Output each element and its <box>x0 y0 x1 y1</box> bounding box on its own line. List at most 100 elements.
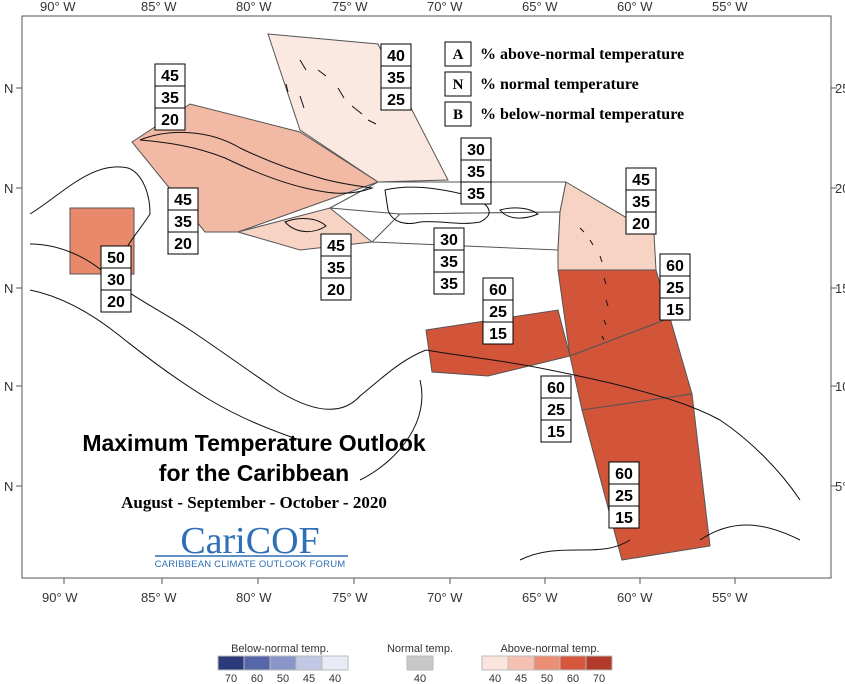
lon-label-top: 80° W <box>236 0 272 14</box>
prob-box-jamaica-label: 45 35 20 <box>320 233 352 301</box>
prob-value-a: 45 <box>632 172 650 189</box>
prob-cell <box>320 277 352 301</box>
prob-value-b: 35 <box>440 276 458 293</box>
region-bahamas <box>267 33 449 183</box>
prob-value-a: 50 <box>107 250 125 267</box>
prob-value-n: 35 <box>440 254 458 271</box>
lon-label-top: 75° W <box>332 0 368 14</box>
lon-label-bottom: 70° W <box>427 590 463 605</box>
legend-below-tick: 60 <box>251 673 263 684</box>
bahamas-islands <box>285 59 377 125</box>
legend-above-tick: 70 <box>593 673 605 684</box>
top-lon-labels: 90° W 85° W 80° W 75° W 70° W 65° W 60° … <box>40 0 748 14</box>
lon-label-bottom: 75° W <box>332 590 368 605</box>
legend-title-normal: Normal temp. <box>387 643 453 655</box>
lon-label-top: 85° W <box>141 0 177 14</box>
lat-label-left: N <box>4 479 13 494</box>
lat-label-left: N <box>4 81 13 96</box>
lesser-antilles-islands <box>579 227 609 341</box>
prob-value-n: 25 <box>489 304 507 321</box>
legend-above-swatch <box>481 655 509 671</box>
prob-value-a: 45 <box>174 192 192 209</box>
cuba-coast <box>139 132 374 194</box>
lat-label-right: 15° <box>835 281 845 296</box>
prob-value-a: 30 <box>440 232 458 249</box>
lat-label-left: N <box>4 281 13 296</box>
legend-below-swatch <box>269 655 297 671</box>
lon-label-top: 55° W <box>712 0 748 14</box>
prob-cell <box>482 321 514 345</box>
prob-value-n: 35 <box>467 164 485 181</box>
prob-box-bahamas: 40 35 25 <box>380 43 412 111</box>
prob-value-a: 40 <box>387 48 405 65</box>
prob-box-cuba: 45 35 20 <box>154 63 186 131</box>
legend-normal-tick: 40 <box>414 673 426 684</box>
prob-value-n: 35 <box>327 260 345 277</box>
legend-normal-swatch <box>406 655 434 671</box>
right-lat-labels: 25° 20° 15° 10° 5° <box>835 81 845 494</box>
legend-below-tick: 50 <box>277 673 289 684</box>
page-subtitle: August - September - October - 2020 <box>121 493 387 512</box>
prob-box-guianas: 60 25 15 <box>608 461 640 529</box>
legend-below-swatch <box>321 655 349 671</box>
lat-label-left: N <box>4 181 13 196</box>
puerto-rico-coast <box>499 207 539 219</box>
prob-value-b: 15 <box>547 424 565 441</box>
prob-value-b: 15 <box>615 510 633 527</box>
prob-box-cayman-jamaica: 45 35 20 <box>167 187 199 255</box>
lon-label-bottom: 85° W <box>141 590 177 605</box>
prob-box-leeward: 45 35 20 <box>625 167 657 235</box>
prob-value-b: 20 <box>161 112 179 129</box>
prob-cell <box>154 107 186 131</box>
caricof-logo: CariCOF CARIBBEAN CLIMATE OUTLOOK FORUM <box>155 520 348 570</box>
left-lat-labels: N N N N N <box>4 81 13 494</box>
prob-value-b: 35 <box>467 186 485 203</box>
lat-label-right: 10° <box>835 379 845 394</box>
prob-box-windward: 60 25 15 <box>659 253 691 321</box>
lon-label-bottom: 65° W <box>522 590 558 605</box>
south-america-interior <box>359 379 801 561</box>
lon-label-bottom: 80° W <box>236 590 272 605</box>
prob-value-b: 20 <box>174 236 192 253</box>
prob-value-n: 35 <box>632 194 650 211</box>
key-text: % above-normal temperature <box>480 46 684 63</box>
prob-value-n: 35 <box>161 90 179 107</box>
lon-label-top: 65° W <box>522 0 558 14</box>
prob-value-n: 25 <box>547 402 565 419</box>
legend-below-swatch <box>243 655 271 671</box>
logo-subtitle: CARIBBEAN CLIMATE OUTLOOK FORUM <box>155 559 346 570</box>
legend-below-tick: 40 <box>329 673 341 684</box>
prob-value-b: 20 <box>632 216 650 233</box>
prob-value-a: 30 <box>467 142 485 159</box>
key-box-n <box>444 71 472 97</box>
prob-box-hispaniola-north: 30 35 35 <box>460 137 492 205</box>
prob-value-a: 60 <box>489 282 507 299</box>
prob-value-n: 25 <box>666 280 684 297</box>
prob-value-b: 20 <box>327 282 345 299</box>
prob-value-a: 60 <box>666 258 684 275</box>
prob-value-a: 45 <box>327 238 345 255</box>
prob-cell <box>100 289 132 313</box>
key-box-b <box>444 101 472 127</box>
key-text: % below-normal temperature <box>480 106 684 123</box>
key-letter: A <box>453 47 464 63</box>
legend-above-tick: 50 <box>541 673 553 684</box>
central-america-pacific <box>29 289 301 441</box>
prob-box-abc-islands: 60 25 15 <box>482 277 514 345</box>
prob-value-a: 60 <box>547 380 565 397</box>
legend-above-tick: 40 <box>489 673 501 684</box>
lon-label-top: 70° W <box>427 0 463 14</box>
prob-value-b: 25 <box>387 92 405 109</box>
prob-cell <box>380 87 412 111</box>
key-letter: N <box>453 77 464 93</box>
prob-value-n: 35 <box>387 70 405 87</box>
page-title: Maximum Temperature Outlook <box>82 430 426 456</box>
probability-boxes: 40 35 25 45 35 20 45 35 20 50 30 20 45 35 20 30 35 35 30 35… <box>100 43 691 529</box>
lon-label-bottom: 55° W <box>712 590 748 605</box>
legend-swatches: 70 60 50 45 40 40 40 45 50 60 70 <box>217 655 613 684</box>
lon-label-bottom: 90° W <box>42 590 78 605</box>
prob-cell <box>460 181 492 205</box>
prob-box-hispaniola-south: 30 35 35 <box>433 227 465 295</box>
legend-below-swatch <box>217 655 245 671</box>
